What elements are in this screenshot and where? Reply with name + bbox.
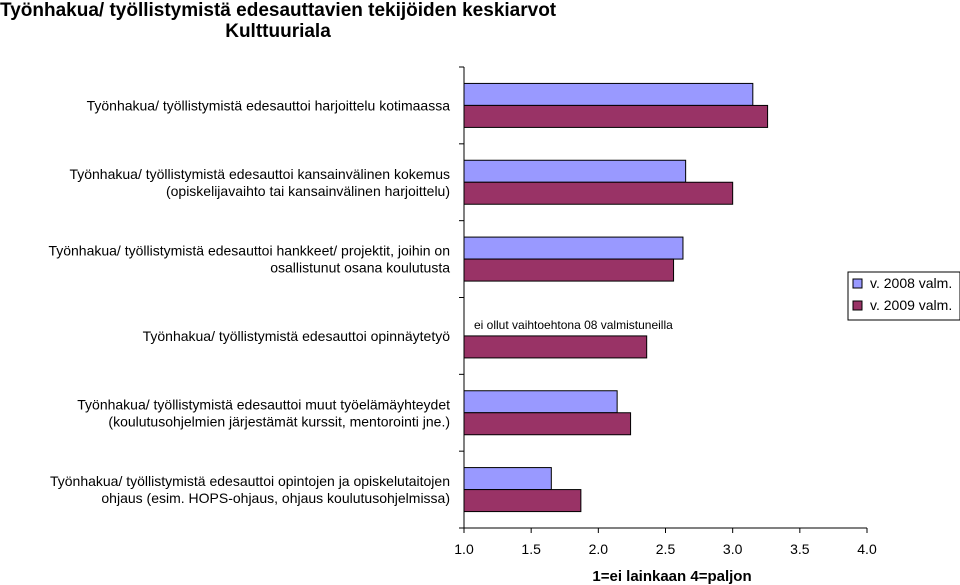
- legend-label: v. 2009 valm.: [870, 297, 952, 313]
- legend-swatch: [852, 278, 863, 289]
- legend: v. 2008 valm. v. 2009 valm.: [847, 271, 960, 321]
- bar: [463, 335, 648, 359]
- bar-annotation: ei ollut vaihtoehtona 08 valmistuneilla: [474, 318, 673, 332]
- bar: [463, 489, 582, 513]
- bar: [463, 467, 552, 491]
- category-label: Työnhakua/ työllistymistä edesauttoi kan…: [69, 166, 450, 182]
- x-tick-label: 2.5: [656, 541, 676, 557]
- x-tick-label: 3.0: [723, 541, 743, 557]
- bar: [463, 181, 734, 205]
- bar: [463, 82, 754, 106]
- bar: [463, 159, 687, 183]
- legend-label: v. 2008 valm.: [870, 275, 952, 291]
- category-label: Työnhakua/ työllistymistä edesauttoi han…: [48, 243, 450, 259]
- category-label: Työnhakua/ työllistymistä edesauttoi har…: [87, 97, 451, 113]
- x-axis-label: 1=ei lainkaan 4=paljon: [592, 568, 751, 585]
- category-label: (opiskelijavaihto tai kansainvälinen har…: [166, 183, 450, 199]
- x-tick-label: 3.5: [790, 541, 810, 557]
- category-label: (koulutusohjelmien järjestämät kurssit, …: [108, 413, 450, 429]
- legend-box: [847, 271, 960, 321]
- legend-swatch: [852, 300, 863, 311]
- category-label: Työnhakua/ työllistymistä edesauttoi muu…: [77, 396, 450, 412]
- category-label: osallistunut osana koulutusta: [270, 260, 450, 276]
- category-label: Työnhakua/ työllistymistä edesauttoi opi…: [50, 473, 450, 489]
- x-tick-label: 1.0: [454, 541, 474, 557]
- bar: [463, 258, 675, 282]
- chart-subtitle: Kulttuuriala: [225, 21, 331, 42]
- chart-title: Työnhakua/ työllistymistä edesauttavien …: [0, 0, 557, 21]
- category-label: ohjaus (esim. HOPS-ohjaus, ohjaus koulut…: [101, 490, 450, 506]
- x-tick-label: 2.0: [589, 541, 609, 557]
- bar: [463, 412, 632, 436]
- category-label: Työnhakua/ työllistymistä edesauttoi opi…: [143, 328, 451, 344]
- bar: [463, 104, 769, 128]
- plot-area: 1.0 1.5 2.0 2.5 3.0 3.5 4.0 Työnhakua/ työllist…: [48, 66, 877, 557]
- bar: [463, 236, 684, 260]
- x-tick-label: 4.0: [857, 541, 877, 557]
- x-tick-label: 1.5: [521, 541, 541, 557]
- bar: [463, 390, 618, 414]
